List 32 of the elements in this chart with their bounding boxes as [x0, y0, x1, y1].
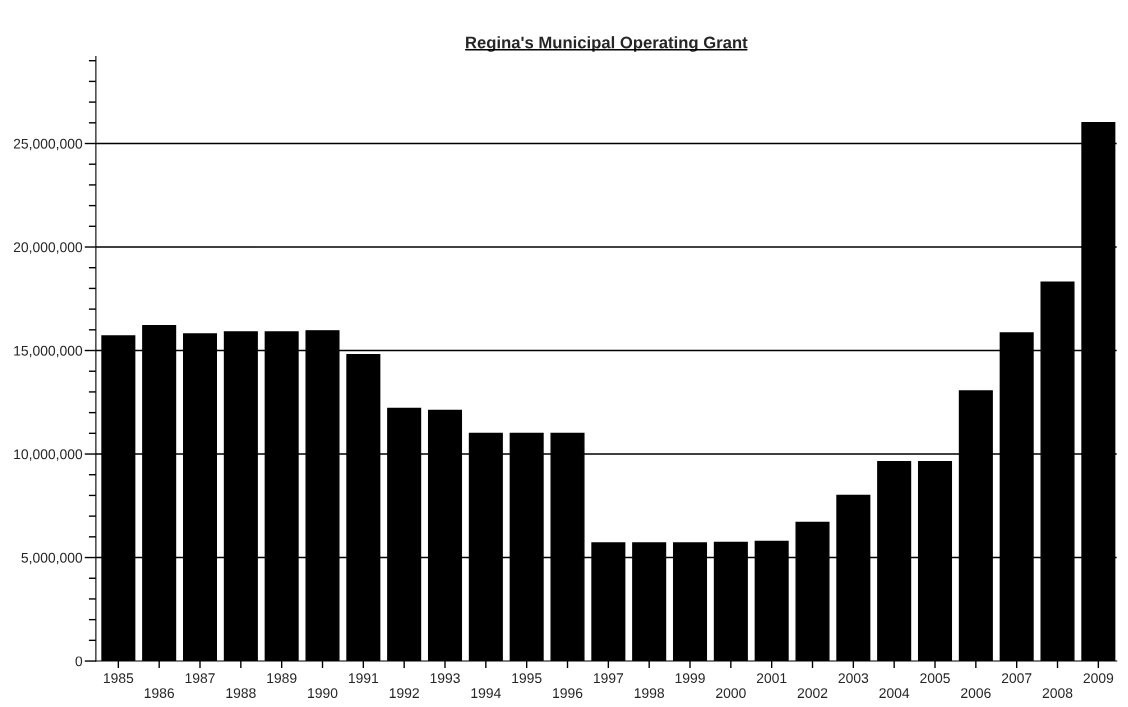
y-tick-label: 25,000,000	[13, 138, 83, 151]
x-tick-label: 1985	[103, 673, 134, 684]
x-tick-label: 1986	[144, 688, 175, 699]
y-tick-label: 10,000,000	[14, 449, 83, 461]
x-tick-label: 1995	[512, 673, 542, 684]
x-tick-label: 1996	[553, 688, 583, 699]
x-tick-label: 2002	[797, 688, 828, 699]
x-tick-label: 2001	[756, 673, 787, 684]
x-tick-label: 2007	[1001, 673, 1032, 684]
chart-title: Regina's Municipal Operating Grant	[466, 36, 748, 52]
x-tick-label: 2003	[838, 673, 869, 684]
x-tick-label: 1987	[185, 673, 215, 684]
y-tick-label: 15,000,000	[14, 345, 83, 358]
x-tick-label: 1990	[308, 688, 338, 699]
x-tick-label: 1992	[389, 688, 419, 699]
x-tick-label: 2006	[961, 688, 991, 699]
y-tick-label: 0	[75, 656, 83, 667]
x-tick-label: 2000	[716, 688, 746, 699]
x-tick-label: 2008	[1042, 688, 1073, 699]
x-tick-label: 1997	[593, 673, 624, 684]
y-tick-label: 20,000,000	[13, 242, 83, 254]
x-tick-label: 2005	[920, 673, 950, 684]
y-tick-label: 5,000,000	[21, 552, 83, 565]
x-tick-label: 1993	[430, 673, 460, 684]
x-tick-label: 2009	[1083, 673, 1114, 684]
x-tick-label: 1998	[634, 688, 665, 699]
x-tick-label: 1988	[226, 688, 256, 699]
x-tick-label: 1994	[471, 688, 501, 699]
x-tick-label: 2004	[879, 688, 910, 699]
x-tick-label: 1991	[348, 673, 379, 684]
x-tick-label: 1999	[675, 673, 705, 684]
x-tick-label: 1989	[267, 673, 297, 684]
